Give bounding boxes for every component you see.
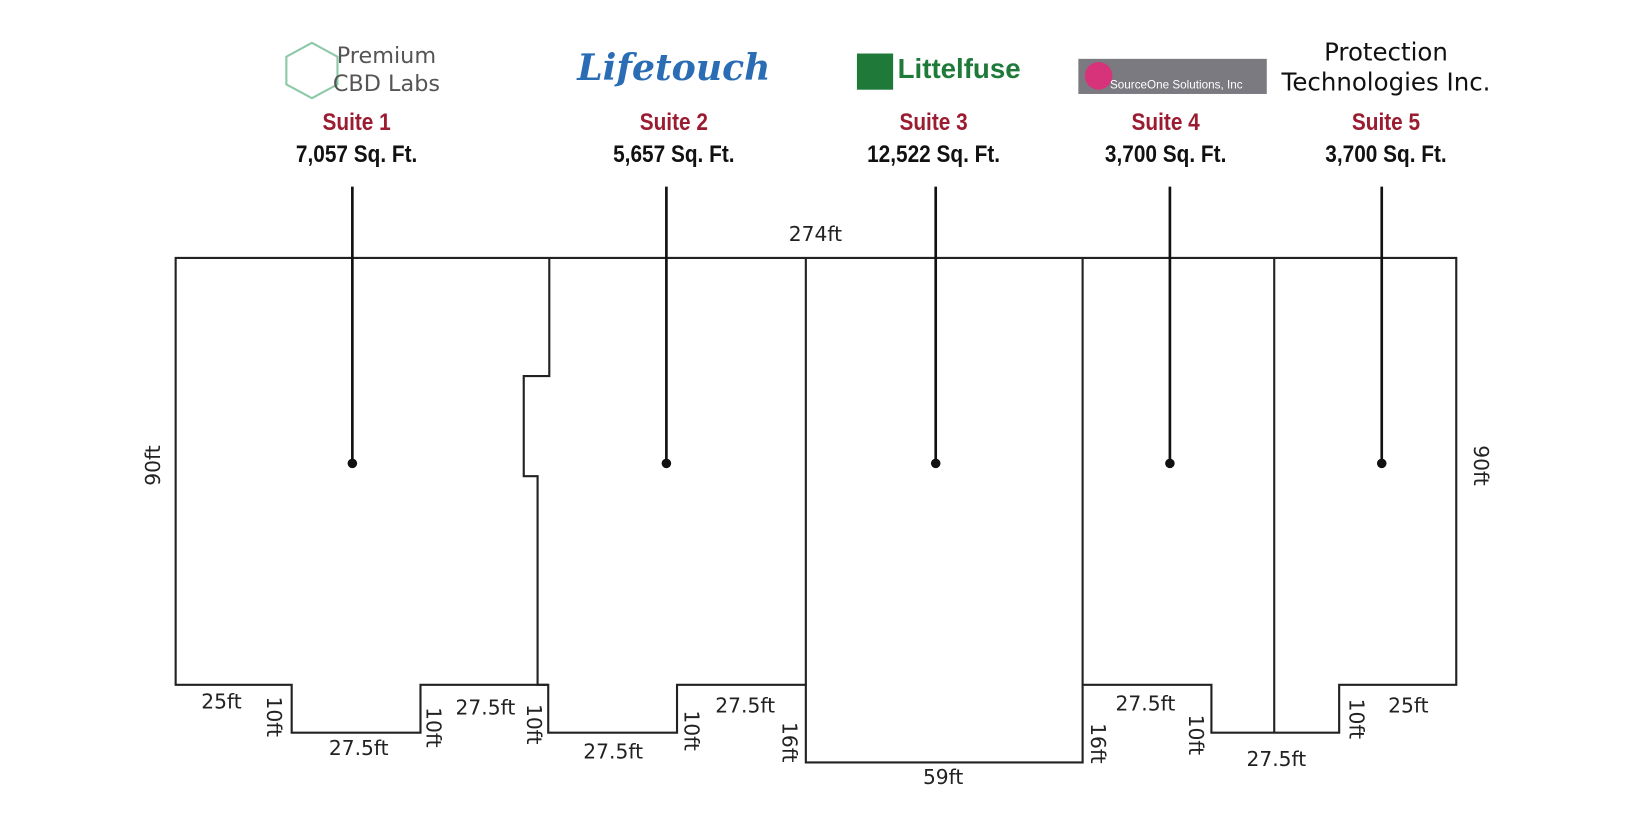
dimension-label: 25ft: [1388, 694, 1428, 718]
suite-area: 3,700 Sq. Ft.: [1105, 140, 1226, 168]
dimension-label: 90ft: [141, 445, 165, 485]
dimension-label: 10ft: [1184, 715, 1208, 755]
dimension-label: 27.5ft: [1116, 692, 1176, 716]
dimension-label: 27.5ft: [456, 696, 516, 720]
suite-name: Suite 2: [640, 108, 708, 136]
dimension-label: 90ft: [1469, 445, 1493, 485]
dimension-label: 10ft: [522, 704, 546, 744]
dimension-label: 27.5ft: [715, 694, 775, 718]
dimension-label: 274ft: [789, 222, 842, 246]
pointer-dot: [347, 458, 358, 469]
dimension-label: 25ft: [201, 689, 241, 713]
suite-area: 5,657 Sq. Ft.: [613, 140, 734, 168]
outline: [174, 256, 1458, 764]
pointer-dot: [1165, 458, 1175, 469]
dimension-label: 10ft: [679, 710, 703, 750]
suite-name: Suite 5: [1352, 108, 1420, 136]
dimension-label: 10ft: [422, 707, 446, 747]
suite-name: Suite 3: [899, 108, 967, 136]
suite-name: Suite 1: [322, 108, 390, 136]
pointer-dot: [661, 458, 672, 469]
suite-area: 3,700 Sq. Ft.: [1325, 140, 1446, 168]
dimension-label: 16ft: [1086, 723, 1110, 763]
suite-divider: [522, 257, 551, 686]
logo-text: SourceOne Solutions, Inc: [1110, 79, 1243, 92]
suite-name: Suite 4: [1132, 108, 1201, 136]
logo-text: Lifetouch: [576, 46, 770, 89]
pointer-dot: [1376, 458, 1387, 469]
logo-text: Littelfuse: [898, 53, 1021, 84]
logo-badge: [1084, 62, 1113, 90]
dimension-label: 10ft: [262, 696, 286, 736]
dimension-label: 10ft: [1345, 699, 1369, 739]
dimension-label: 16ft: [777, 722, 801, 762]
dimension-label: 27.5ft: [583, 739, 643, 763]
logo-badge: [285, 41, 339, 100]
dimension-label: 27.5ft: [1246, 747, 1306, 771]
suite-area: 12,522 Sq. Ft.: [867, 140, 1000, 168]
pointer-dot: [930, 458, 941, 469]
dimension-label: 59ft: [923, 765, 963, 789]
dimension-label: 27.5ft: [329, 736, 389, 760]
logo-text: Protection: [1324, 38, 1448, 67]
logo-text: Premium: [337, 43, 436, 69]
building-outline: [174, 256, 1458, 764]
suite-area: 7,057 Sq. Ft.: [296, 140, 417, 168]
logo-badge: [856, 53, 894, 90]
logo-text: CBD Labs: [333, 71, 440, 97]
logo-text: Technologies Inc.: [1281, 67, 1491, 96]
